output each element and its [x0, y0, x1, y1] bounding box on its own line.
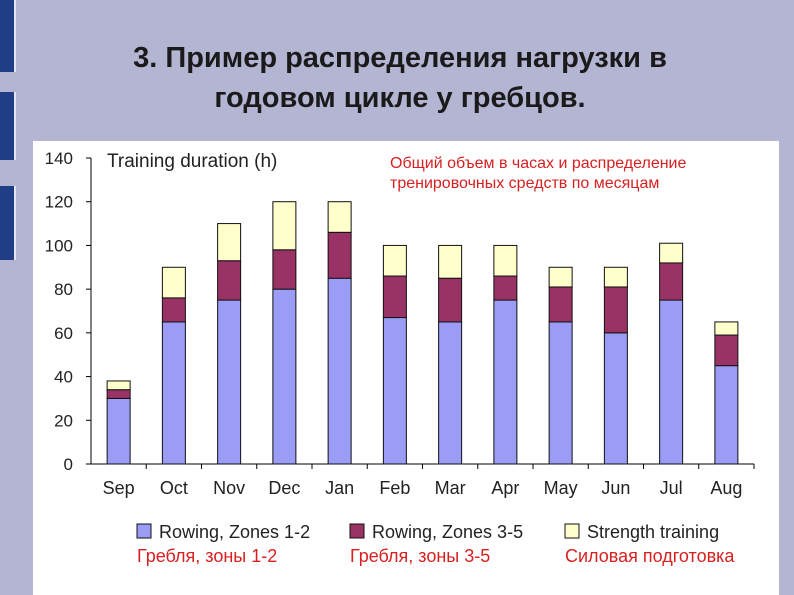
decor-bar-1: [0, 0, 16, 72]
bar-segment-jul-series-2: [659, 262, 684, 301]
legend-swatch-2: [349, 523, 365, 539]
y-tick-label: 20: [54, 411, 73, 430]
bar-segment-sep-series-1: [106, 397, 131, 465]
bar-segment-feb-series-2: [382, 275, 407, 319]
bar-segment-mar-series-1: [438, 321, 463, 465]
y-tick-label: 0: [64, 455, 73, 474]
slide-title-line-2: годовом цикле у гребцов.: [214, 82, 586, 114]
bar-segment-aug-series-3: [714, 321, 739, 336]
bar-segment-jul-series-3: [659, 242, 684, 264]
x-tick-label-nov: Nov: [213, 478, 245, 498]
bar-segment-jan-series-3: [327, 201, 352, 233]
y-tick-label: 40: [54, 368, 73, 387]
bar-segment-aug-series-1: [714, 365, 739, 465]
bar-segment-oct-series-3: [161, 266, 186, 299]
chart-annotation-line-2: тренировочных средств по месяцам: [390, 175, 659, 192]
x-tick-label-may: May: [544, 478, 578, 498]
bar-segment-oct-series-2: [161, 297, 186, 323]
x-tick-label-jun: Jun: [601, 478, 630, 498]
bar-segment-may-series-3: [548, 266, 573, 288]
bar-segment-jun-series-2: [603, 286, 628, 334]
bar-segment-dec-series-3: [272, 201, 297, 251]
y-tick-label: 120: [45, 193, 73, 212]
bar-segment-jul-series-1: [659, 299, 684, 465]
bar-segment-apr-series-2: [493, 275, 518, 301]
bar-segment-apr-series-3: [493, 244, 518, 277]
x-tick-label-jan: Jan: [325, 478, 354, 498]
x-tick-label-mar: Mar: [435, 478, 466, 498]
bar-segment-sep-series-3: [106, 380, 131, 391]
y-tick-label: 140: [45, 149, 73, 168]
chart-panel: Training duration (h) Общий объем в часа…: [33, 141, 779, 595]
legend-label-ru-1: Гребля, зоны 1-2: [137, 546, 277, 566]
x-tick-label-feb: Feb: [379, 478, 410, 498]
decor-bar-3: [0, 186, 16, 260]
bar-segment-feb-series-1: [382, 317, 407, 465]
y-tick-label: 60: [54, 324, 73, 343]
bar-segment-apr-series-1: [493, 299, 518, 465]
chart-annotation-line-1: Общий объем в часах и распределение: [390, 155, 686, 172]
x-tick-label-oct: Oct: [160, 478, 188, 498]
x-tick-label-aug: Aug: [710, 478, 742, 498]
x-tick-label-dec: Dec: [268, 478, 300, 498]
bar-segment-sep-series-2: [106, 389, 131, 399]
decor-bar-2: [0, 92, 16, 160]
bar-segment-may-series-1: [548, 321, 573, 465]
legend-swatch-1: [136, 523, 152, 539]
x-tick-label-apr: Apr: [491, 478, 519, 498]
y-tick-label: 80: [54, 280, 73, 299]
bar-segment-mar-series-2: [438, 277, 463, 323]
legend-swatch-3: [564, 523, 580, 539]
legend-label-ru-2: Гребля, зоны 3-5: [350, 546, 490, 566]
bar-segment-may-series-2: [548, 286, 573, 323]
bar-segment-jun-series-1: [603, 332, 628, 465]
x-tick-label-sep: Sep: [103, 478, 135, 498]
bar-segment-nov-series-3: [217, 223, 242, 262]
bar-segment-aug-series-2: [714, 334, 739, 367]
bar-segment-mar-series-3: [438, 244, 463, 279]
legend-label-1: Rowing, Zones 1-2: [159, 522, 310, 542]
y-axis-label: Training duration (h): [107, 151, 277, 172]
y-tick-label: 100: [45, 236, 73, 255]
slide-title-line-1: 3. Пример распределения нагрузки в: [133, 42, 667, 74]
bar-segment-feb-series-3: [382, 244, 407, 277]
bar-segment-jun-series-3: [603, 266, 628, 288]
stacked-bar-chart: Training duration (h) Общий объем в часа…: [45, 149, 755, 566]
bar-segment-nov-series-2: [217, 260, 242, 301]
bar-segment-nov-series-1: [217, 299, 242, 465]
bar-segment-oct-series-1: [161, 321, 186, 465]
bar-segment-dec-series-2: [272, 249, 297, 290]
slide-title: 3. Пример распределения нагрузки в годов…: [40, 38, 760, 118]
bar-segment-jan-series-2: [327, 231, 352, 279]
bar-segment-jan-series-1: [327, 277, 352, 465]
legend-label-ru-3: Силовая подготовка: [565, 546, 735, 566]
legend-label-3: Strength training: [587, 522, 719, 542]
legend-label-2: Rowing, Zones 3-5: [372, 522, 523, 542]
x-tick-label-jul: Jul: [660, 478, 683, 498]
bar-segment-dec-series-1: [272, 288, 297, 465]
